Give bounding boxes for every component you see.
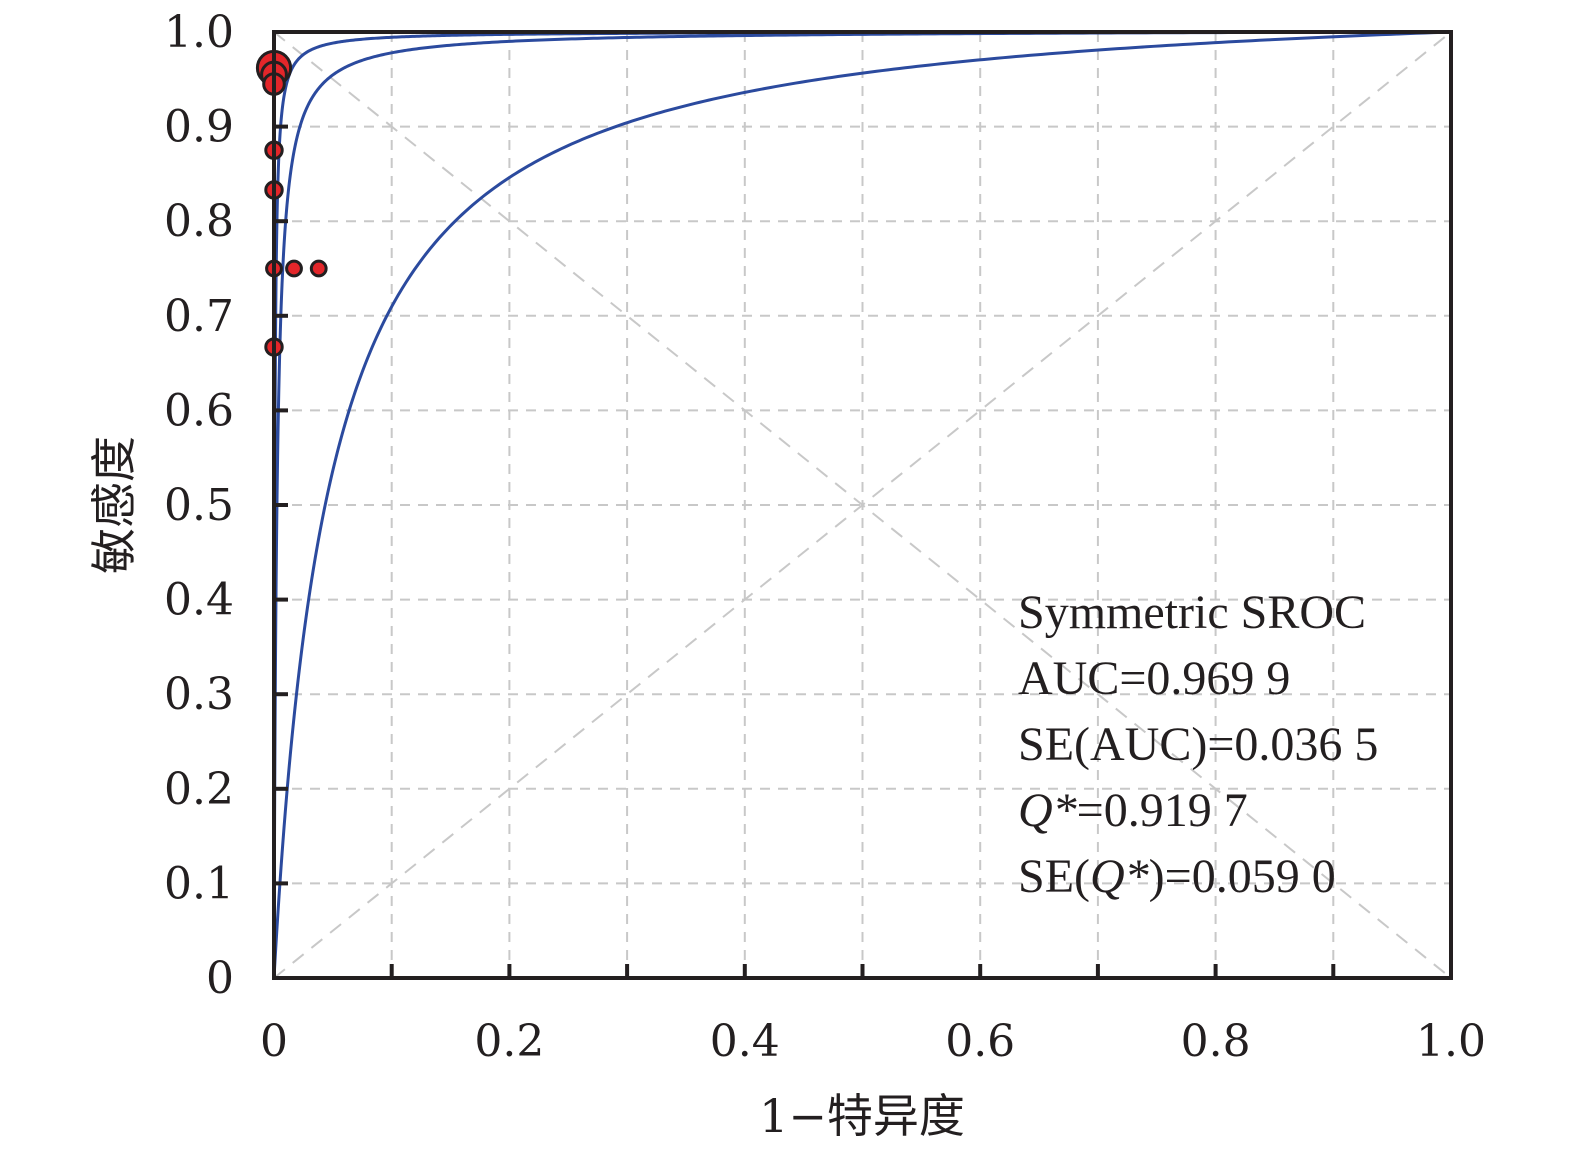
study-point-7 (285, 259, 303, 278)
annotation-q: Q*=0.919 7 (1018, 784, 1248, 837)
annotation-q-value: =0.919 7 (1077, 784, 1248, 837)
annotation-se-q-symbol: Q* (1090, 850, 1149, 903)
x-tick-label-0.2: 0.2 (474, 1016, 544, 1067)
stats-annotation: Symmetric SROC AUC=0.969 9 SE(AUC)=0.036… (1018, 586, 1378, 903)
annotation-model: Symmetric SROC (1018, 586, 1366, 639)
annotation-se-q-prefix: SE( (1018, 850, 1090, 903)
x-axis-title: 1−特异度 (759, 1089, 965, 1143)
study-point-8 (309, 259, 328, 278)
y-tick-label-0.7: 0.7 (164, 291, 234, 342)
y-tick-label-0.3: 0.3 (164, 669, 234, 720)
axis-ticks (274, 124, 1336, 978)
reference-diagonals (273, 31, 1452, 979)
x-tick-label-0.6: 0.6 (945, 1016, 1015, 1067)
annotation-se-q-suffix: )=0.059 0 (1149, 850, 1336, 903)
y-tick-label-0.1: 0.1 (164, 858, 234, 909)
x-tick-label-0.8: 0.8 (1181, 1016, 1251, 1067)
y-tick-label-0.6: 0.6 (164, 385, 234, 436)
annotation-auc: AUC=0.969 9 (1018, 652, 1290, 705)
study-points (255, 49, 328, 357)
x-tick-label-0: 0 (260, 1016, 288, 1067)
x-tick-labels: 0 0.2 0.4 0.6 0.8 1.0 (260, 1016, 1486, 1067)
annotation-q-symbol: Q* (1018, 784, 1077, 837)
y-tick-label-0.2: 0.2 (164, 764, 234, 815)
y-tick-label-0.5: 0.5 (164, 480, 234, 531)
annotation-se-auc: SE(AUC)=0.036 5 (1018, 718, 1378, 771)
x-tick-label-1.0: 1.0 (1416, 1016, 1486, 1067)
y-tick-labels: 0 0.1 0.2 0.3 0.4 0.5 0.6 0.7 0.8 0.9 1.0 (164, 7, 234, 1004)
y-tick-label-0.9: 0.9 (164, 102, 234, 153)
y-tick-label-0: 0 (206, 953, 234, 1004)
annotation-se-q: SE(Q*)=0.059 0 (1018, 850, 1336, 903)
grid-lines (274, 32, 1451, 978)
y-tick-label-0.8: 0.8 (164, 196, 234, 247)
x-tick-label-0.4: 0.4 (710, 1016, 780, 1067)
y-tick-label-1.0: 1.0 (164, 7, 234, 58)
anti-diagonal (273, 31, 1452, 979)
y-tick-label-0.4: 0.4 (164, 575, 234, 626)
y-axis-title: 敏感度 (87, 436, 141, 574)
